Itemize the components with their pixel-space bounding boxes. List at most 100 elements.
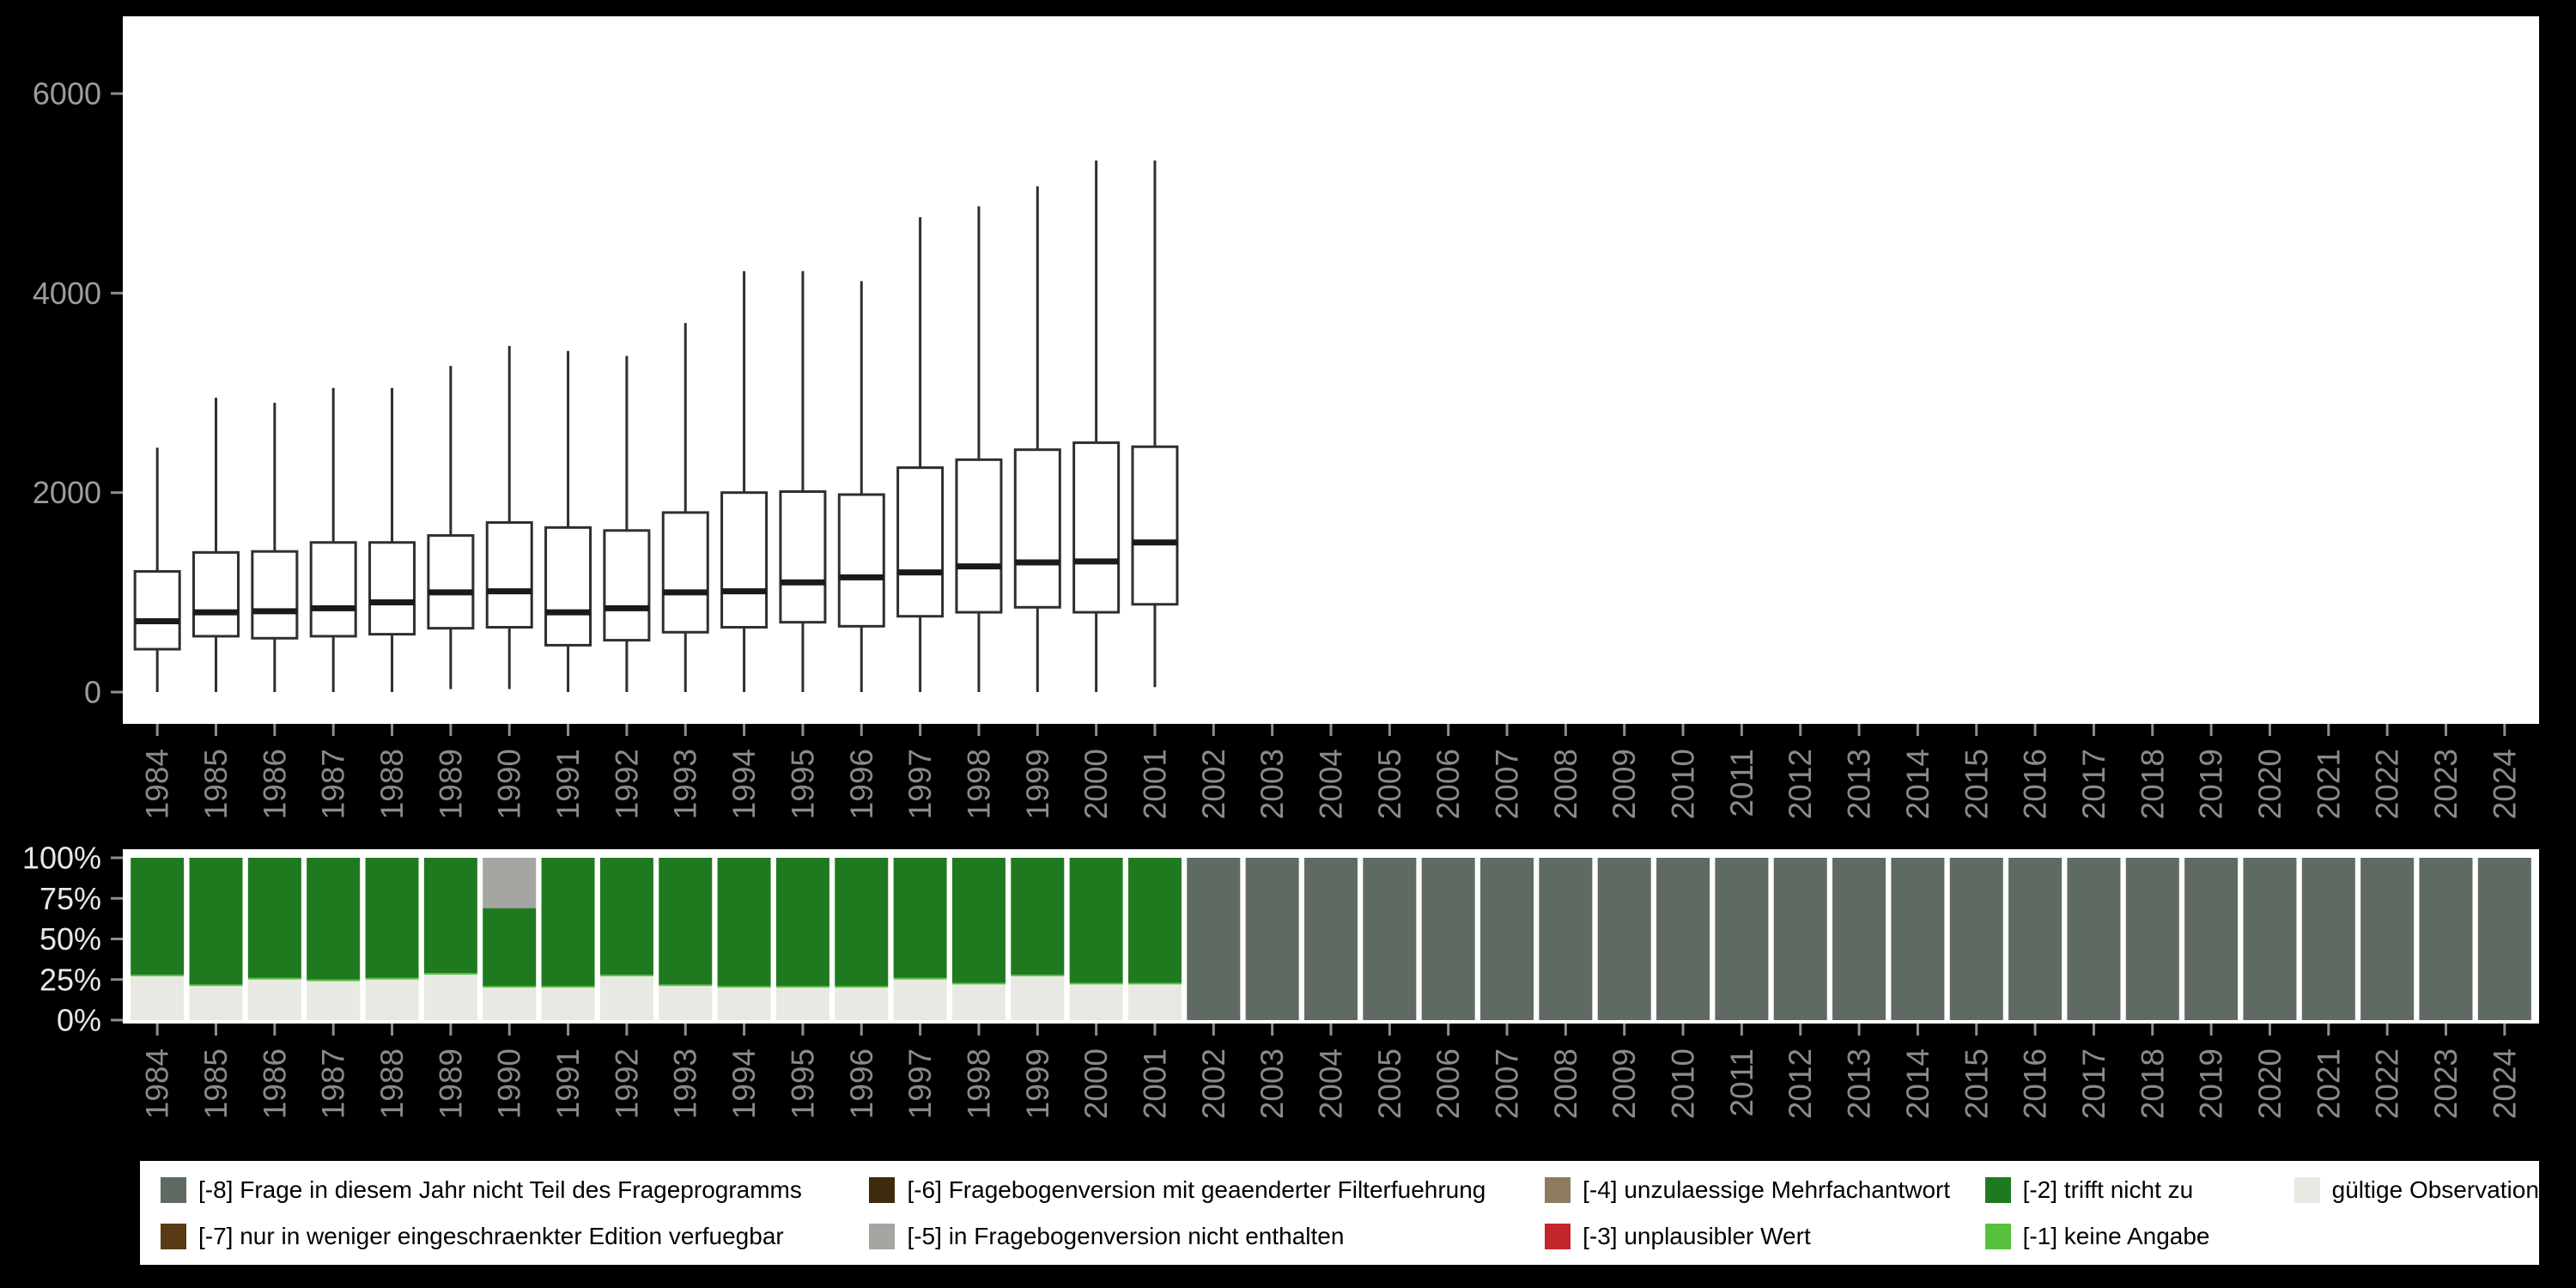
- x-axis-year-label: 1990: [492, 749, 527, 819]
- bar-segment-minus8_nicht_teil: [2067, 858, 2121, 1020]
- legend-swatch: [869, 1223, 896, 1249]
- boxplot-2000: [1072, 160, 1121, 692]
- x-axis-year-label: 1996: [844, 1048, 879, 1119]
- x-axis-year-label: 2009: [1607, 1048, 1642, 1119]
- stacked-bar-1992: [599, 858, 653, 1020]
- x-axis-year-label: 1984: [140, 1048, 175, 1119]
- stacked-bar-1995: [775, 858, 829, 1020]
- x-axis-year-label: 1993: [668, 749, 703, 819]
- boxplot-1998: [955, 206, 1003, 692]
- legend-item: [-4] unzulaessige Mehrfachantwort: [1545, 1172, 1984, 1208]
- bar-segment-valid: [1011, 975, 1065, 1020]
- iqr-box: [1013, 448, 1061, 609]
- x-axis-year-label: 2020: [2252, 749, 2287, 819]
- legend-column: [-8] Frage in diesem Jahr nicht Teil des…: [161, 1172, 869, 1255]
- legend-label: [-5] in Fragebogenversion nicht enthalte…: [907, 1222, 1345, 1249]
- y-axis-tick-label: 2000: [33, 475, 101, 510]
- bar-segment-minus8_nicht_teil: [1949, 858, 2003, 1020]
- x-axis-year-label: 2022: [2370, 1048, 2405, 1119]
- boxplot-1996: [837, 281, 885, 692]
- bar-segment-minus8_nicht_teil: [2008, 858, 2063, 1020]
- stacked-bar-1996: [835, 858, 889, 1020]
- legend-swatch: [1545, 1176, 1571, 1203]
- x-axis-year-label: 2018: [2135, 749, 2170, 819]
- x-axis-year-label: 2012: [1783, 1048, 1818, 1119]
- stacked-bar-2017: [2067, 858, 2121, 1020]
- x-axis-year-label: 2020: [2252, 1048, 2287, 1119]
- bar-segment-minus2_trifft_nicht_zu: [483, 908, 537, 987]
- boxplot-panel-background: [123, 16, 2539, 724]
- bar-segment-minus8_nicht_teil: [2301, 858, 2355, 1020]
- x-axis-year-label: 2009: [1607, 749, 1642, 819]
- legend-item: gültige Observationen: [2293, 1172, 2566, 1208]
- x-axis-year-label: 2014: [1900, 749, 1935, 819]
- bar-segment-minus2_trifft_nicht_zu: [541, 858, 595, 987]
- legend-label: gültige Observationen: [2331, 1176, 2567, 1203]
- legend-swatch: [161, 1176, 186, 1203]
- bar-segment-minus2_trifft_nicht_zu: [659, 858, 713, 985]
- y-axis-tick-label: 0: [84, 675, 101, 710]
- boxplot-1984: [133, 447, 181, 692]
- bar-segment-minus2_trifft_nicht_zu: [893, 858, 947, 978]
- x-axis-year-label: 1994: [726, 749, 762, 819]
- bar-segment-valid: [365, 979, 419, 1020]
- stacked-bar-1999: [1011, 858, 1065, 1020]
- stacked-bar-2015: [1949, 858, 2003, 1020]
- bar-segment-minus1_keine_angabe: [365, 977, 419, 980]
- bar-segment-minus1_keine_angabe: [775, 986, 829, 988]
- stacked-bar-1987: [307, 858, 361, 1020]
- boxplot-1985: [192, 398, 240, 692]
- stacked-bar-2016: [2008, 858, 2063, 1020]
- legend-swatch: [869, 1176, 896, 1203]
- x-axis-year-label: 2021: [2311, 749, 2346, 819]
- boxplot-1994: [720, 270, 769, 692]
- bar-segment-minus8_nicht_teil: [1597, 858, 1651, 1020]
- boxplot-2001: [1131, 160, 1179, 688]
- iqr-box: [603, 529, 651, 642]
- bar-segment-minus1_keine_angabe: [1011, 975, 1065, 976]
- percent-tick-label: 100%: [22, 841, 101, 876]
- stacked-bar-2013: [1832, 858, 1886, 1020]
- x-axis-year-label: 2013: [1842, 749, 1877, 819]
- bar-segment-minus1_keine_angabe: [1069, 982, 1123, 985]
- x-axis-year-label: 2024: [2487, 1048, 2522, 1119]
- legend-swatch: [2293, 1176, 2320, 1203]
- legend-swatch: [1545, 1223, 1571, 1249]
- x-axis-year-label: 2004: [1314, 749, 1349, 819]
- legend-column: [-4] unzulaessige Mehrfachantwort [-3] un…: [1545, 1172, 1984, 1255]
- x-axis-year-label: 2006: [1431, 1048, 1466, 1119]
- stacked-bar-2012: [1773, 858, 1827, 1020]
- iqr-box: [837, 493, 885, 628]
- stacked-bar-2023: [2419, 858, 2473, 1020]
- x-axis-year-label: 1985: [198, 1048, 234, 1119]
- bar-segment-valid: [247, 979, 301, 1020]
- bar-segment-minus1_keine_angabe: [247, 977, 301, 980]
- legend-label: [-6] Fragebogenversion mit geaenderter F…: [907, 1176, 1486, 1203]
- x-axis-year-label: 2011: [1724, 1048, 1759, 1117]
- x-axis-year-label: 2014: [1900, 1048, 1935, 1119]
- iqr-box: [368, 541, 416, 636]
- x-axis-year-label: 2003: [1255, 1048, 1290, 1119]
- stacked-bar-2024: [2477, 858, 2531, 1020]
- boxplot-1987: [309, 387, 357, 692]
- iqr-box: [779, 490, 827, 624]
- x-axis-year-label: 2019: [2194, 1048, 2229, 1119]
- stacked-bar-1991: [541, 858, 595, 1020]
- stacked-bar-2011: [1715, 858, 1769, 1020]
- stacked-bar-2022: [2360, 858, 2415, 1020]
- bar-segment-minus8_nicht_teil: [1715, 858, 1769, 1020]
- x-axis-year-label: 1989: [433, 1048, 468, 1119]
- boxplot-1991: [544, 350, 592, 692]
- x-axis-year-label: 1992: [609, 1048, 644, 1119]
- x-axis-year-label: 1999: [1020, 749, 1055, 819]
- legend-item: [-5] in Fragebogenversion nicht enthalte…: [869, 1218, 1545, 1255]
- iqr-box: [192, 550, 240, 638]
- bar-segment-minus8_nicht_teil: [1245, 858, 1299, 1020]
- legend-label: [-4] unzulaessige Mehrfachantwort: [1583, 1176, 1951, 1203]
- boxplot-1995: [779, 270, 827, 692]
- bar-segment-minus2_trifft_nicht_zu: [307, 858, 361, 980]
- bar-segment-minus2_trifft_nicht_zu: [775, 858, 829, 987]
- bar-segment-minus8_nicht_teil: [1421, 858, 1475, 1020]
- x-axis-year-label: 2012: [1783, 749, 1818, 819]
- legend-item: [-8] Frage in diesem Jahr nicht Teil des…: [161, 1172, 869, 1208]
